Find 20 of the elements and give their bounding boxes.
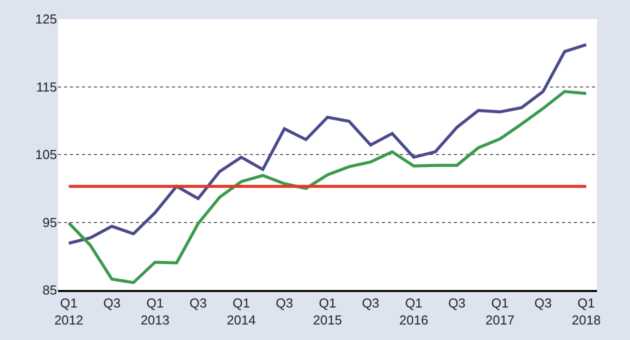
x-tick-label: Q3 — [534, 296, 552, 311]
y-tick-label: 95 — [42, 214, 57, 230]
x-tick-label: Q3 — [189, 296, 207, 311]
x-tick-label: Q1 2012 — [54, 296, 84, 328]
x-tick-label: Q1 2013 — [140, 296, 170, 328]
y-tick-label: 105 — [35, 147, 57, 162]
x-tick-label: Q3 — [448, 296, 466, 311]
x-tick-label: Q1 2018 — [572, 296, 601, 328]
x-tick-label: Q3 — [103, 296, 121, 311]
x-tick-label: Q3 — [276, 296, 294, 311]
x-tick-label: Q1 2015 — [313, 296, 342, 328]
line-series — [67, 43, 588, 245]
y-tick-label: 85 — [42, 282, 57, 298]
line-series — [67, 90, 588, 284]
x-tick-label: Q3 — [362, 296, 380, 311]
x-tick-label: Q1 2017 — [486, 296, 514, 328]
y-tick-label: 125 — [35, 12, 57, 27]
x-tick-label: Q1 2014 — [226, 296, 256, 328]
y-tick-label: 115 — [36, 79, 57, 94]
x-tick-label: Q1 2016 — [399, 296, 428, 328]
